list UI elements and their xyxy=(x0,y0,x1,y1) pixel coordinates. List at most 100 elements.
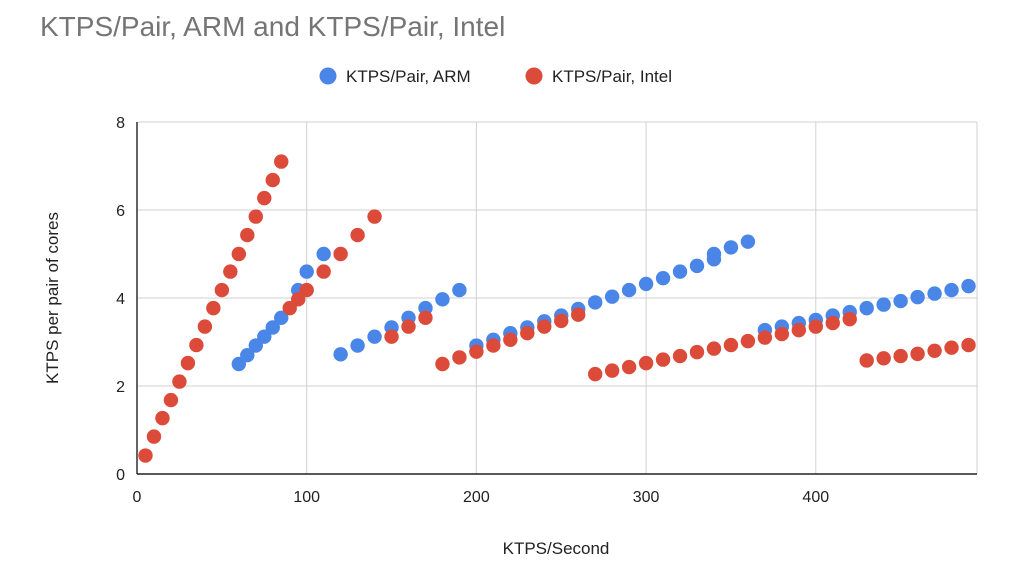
axes xyxy=(136,122,977,475)
data-point xyxy=(672,348,688,364)
data-point xyxy=(672,264,688,279)
legend-marker-intel xyxy=(525,67,543,85)
x-tick-label: 400 xyxy=(802,489,829,506)
y-tick-label: 4 xyxy=(116,291,125,308)
data-point xyxy=(274,310,289,325)
data-point xyxy=(316,264,331,279)
data-point xyxy=(723,240,739,255)
data-point xyxy=(274,154,289,169)
data-point xyxy=(876,351,891,366)
data-point xyxy=(350,338,365,353)
data-point xyxy=(180,355,196,371)
data-point xyxy=(859,353,874,368)
y-axis-title: KTPS per pair of cores xyxy=(43,212,62,384)
y-tick-label: 0 xyxy=(116,467,125,484)
data-point xyxy=(910,346,925,362)
y-tick-label: 2 xyxy=(116,379,125,396)
data-point xyxy=(316,246,331,262)
data-point xyxy=(240,227,255,243)
data-point xyxy=(689,258,705,274)
data-point xyxy=(435,356,450,372)
data-point xyxy=(638,355,654,371)
data-point xyxy=(927,343,942,358)
data-point xyxy=(155,410,170,426)
data-point xyxy=(927,286,942,301)
data-point xyxy=(223,264,238,279)
data-point xyxy=(655,352,671,367)
legend-label-intel: KTPS/Pair, Intel xyxy=(552,67,672,86)
data-point xyxy=(469,344,484,359)
data-point xyxy=(146,429,162,444)
data-point xyxy=(418,310,433,325)
data-point xyxy=(740,333,756,349)
data-point xyxy=(435,292,450,307)
data-point xyxy=(944,282,959,298)
data-point xyxy=(604,289,620,304)
data-point xyxy=(189,337,204,353)
data-point xyxy=(655,271,671,286)
data-point xyxy=(638,276,654,292)
data-point xyxy=(910,289,925,305)
data-point xyxy=(859,300,874,316)
x-tick-label: 300 xyxy=(633,489,660,506)
data-point xyxy=(520,326,535,341)
data-point xyxy=(604,363,620,378)
data-point xyxy=(706,246,722,262)
legend: KTPS/Pair, ARM KTPS/Pair, Intel xyxy=(319,67,672,86)
y-tick-label: 8 xyxy=(116,115,125,132)
chart-title: KTPS/Pair, ARM and KTPS/Pair, Intel xyxy=(40,11,505,42)
data-point xyxy=(452,350,467,365)
data-point xyxy=(197,319,213,334)
data-point xyxy=(299,282,314,298)
data-point xyxy=(299,264,314,279)
data-point xyxy=(367,209,382,224)
y-tick-label: 6 xyxy=(116,203,125,220)
legend-label-arm: KTPS/Pair, ARM xyxy=(346,67,471,86)
data-point xyxy=(257,190,272,206)
data-point xyxy=(893,348,908,364)
series-intel xyxy=(138,154,976,463)
data-point xyxy=(842,311,857,327)
data-points xyxy=(138,154,976,463)
data-point xyxy=(333,246,348,262)
data-point xyxy=(757,330,773,345)
data-point xyxy=(248,209,263,224)
data-point xyxy=(876,297,891,312)
x-tick-label: 0 xyxy=(133,489,142,506)
data-point xyxy=(825,315,840,331)
data-point xyxy=(231,246,247,262)
data-point xyxy=(163,392,179,408)
data-point xyxy=(384,329,399,344)
data-point xyxy=(554,313,569,329)
x-tick-label: 100 xyxy=(293,489,320,506)
gridlines xyxy=(137,121,978,474)
data-point xyxy=(265,320,280,335)
data-point xyxy=(265,172,280,188)
data-point xyxy=(138,448,153,463)
data-point xyxy=(486,338,501,353)
data-point xyxy=(893,293,908,309)
data-point xyxy=(774,326,790,342)
data-point xyxy=(571,307,586,322)
data-point xyxy=(621,282,637,298)
data-point xyxy=(961,278,976,294)
data-point xyxy=(723,337,739,353)
data-point xyxy=(808,319,823,334)
data-point xyxy=(401,319,416,334)
data-point xyxy=(689,344,705,360)
data-point xyxy=(206,300,221,316)
data-point xyxy=(587,295,603,310)
data-point xyxy=(621,359,637,375)
data-point xyxy=(257,329,272,344)
data-point xyxy=(961,337,976,353)
data-point xyxy=(291,292,306,307)
data-point xyxy=(214,282,230,298)
data-point xyxy=(172,374,187,389)
tick-labels: 0 2 4 6 8 0 100 200 300 400 xyxy=(116,115,829,506)
x-axis-title: KTPS/Second xyxy=(503,539,610,558)
data-point xyxy=(740,234,756,249)
data-point xyxy=(367,329,382,344)
legend-marker-arm xyxy=(319,67,337,85)
